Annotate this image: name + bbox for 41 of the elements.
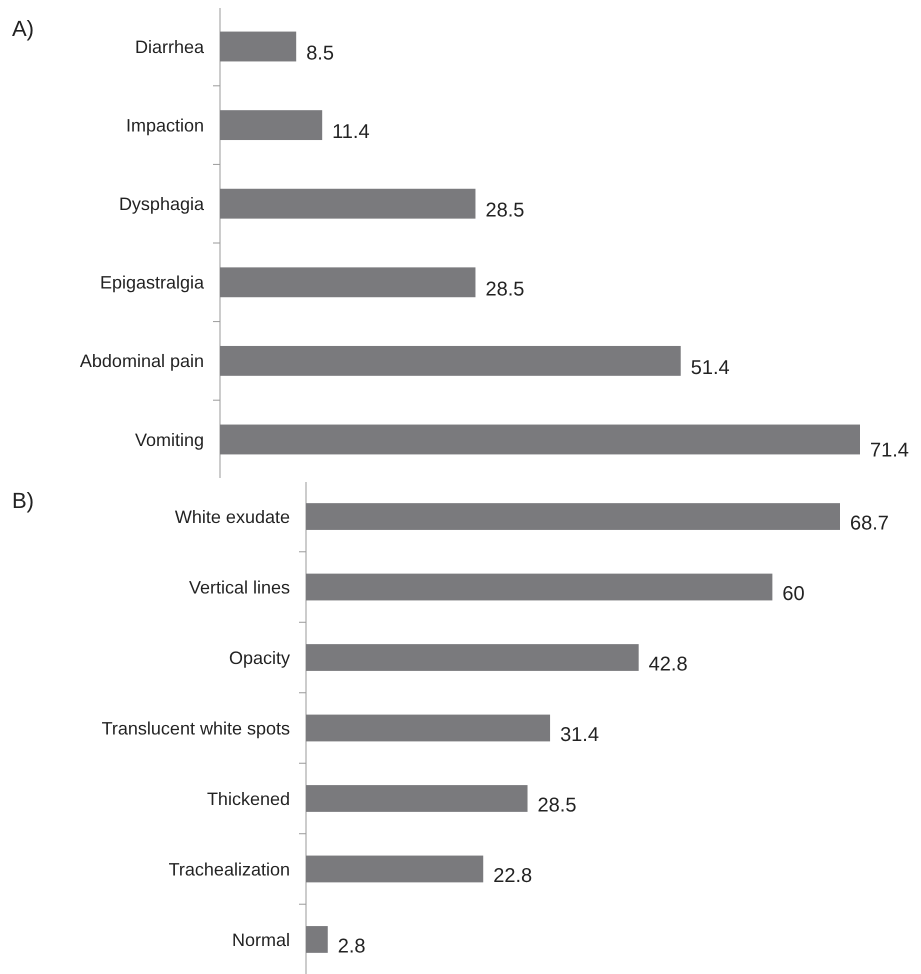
y-tick-label: Vomiting (134, 430, 204, 450)
bar (220, 267, 476, 298)
data-label: 68.7 (850, 512, 889, 535)
data-label: 28.5 (485, 200, 524, 222)
text: B) (12, 488, 34, 513)
bar (306, 926, 328, 953)
data-label: 28.5 (485, 278, 524, 300)
data-label: 51.4 (690, 356, 730, 379)
data-label: 42.8 (648, 654, 688, 676)
y-tick-label: Opacity (228, 648, 290, 668)
y-tick-label: Vertical lines (188, 577, 290, 598)
bar (220, 188, 476, 219)
bar (220, 346, 681, 376)
y-tick-label: Dysphagia (118, 194, 205, 214)
data-label: 8.5 (306, 42, 334, 65)
y-tick-label: Thickened (206, 788, 290, 809)
text: A) (12, 16, 34, 41)
y-tick-label: Epigastralgia (100, 272, 205, 293)
data-label: 11.4 (332, 121, 370, 144)
bar (220, 110, 322, 140)
data-label: 28.5 (538, 794, 576, 816)
bar (220, 32, 296, 62)
y-tick-label: Translucent white spots (102, 718, 290, 738)
bar (306, 714, 550, 742)
y-tick-label: Abdominal pain (80, 351, 204, 372)
y-tick-label: Diarrhea (134, 36, 205, 57)
bar (306, 644, 639, 671)
bar (220, 424, 860, 454)
bar (306, 785, 528, 812)
bar (306, 574, 772, 600)
y-tick-label: Trachealization (168, 859, 290, 880)
bar (306, 503, 840, 530)
data-label: 71.4 (870, 439, 909, 462)
y-tick-label: White exudate (174, 506, 290, 527)
data-label: 60 (782, 583, 805, 606)
y-tick-label: Normal (232, 930, 290, 950)
bar (306, 856, 484, 882)
data-label: 22.8 (493, 864, 532, 887)
data-label: 2.8 (338, 935, 366, 958)
y-tick-label: Impaction (126, 115, 204, 136)
data-label: 31.4 (560, 724, 600, 746)
